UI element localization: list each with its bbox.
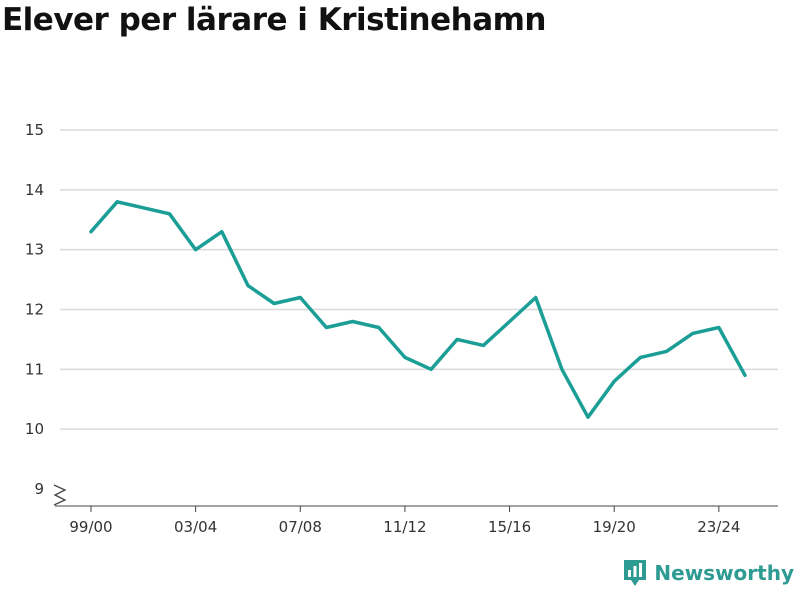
x-tick-label: 99/00	[69, 518, 112, 536]
y-tick-label-13: 13	[25, 241, 44, 259]
y-tick-label-15: 15	[25, 121, 44, 139]
y-tick-label-10: 10	[25, 420, 44, 438]
x-tick-label: 07/08	[279, 518, 322, 536]
y-tick-label-11: 11	[25, 360, 44, 378]
gridlines	[60, 129, 778, 430]
y-tick-label-12: 12	[25, 301, 44, 319]
y-axis-break-marker	[53, 484, 67, 506]
x-tick-label: 23/24	[697, 518, 740, 536]
series-line-0	[89, 200, 747, 419]
y-tick-label-9: 9	[34, 480, 44, 498]
x-axis: 99/00 03/04 07/08 11/12 15/16 19/20 23/24	[53, 484, 778, 536]
newsworthy-logo: Newsworthy	[622, 558, 794, 588]
chart-title: Elever per lärare i Kristinehamn	[2, 2, 547, 38]
series-lines	[89, 200, 747, 419]
x-tick-label: 15/16	[488, 518, 531, 536]
x-tick-label: 03/04	[174, 518, 217, 536]
x-tick-label: 19/20	[593, 518, 636, 536]
x-tick-label: 11/12	[383, 518, 426, 536]
newsworthy-logo-text: Newsworthy	[654, 561, 794, 585]
y-axis-ticks: 9 10 11 12 13 14 15	[25, 121, 44, 498]
y-tick-label-14: 14	[25, 181, 44, 199]
newsworthy-logo-icon	[624, 560, 647, 586]
